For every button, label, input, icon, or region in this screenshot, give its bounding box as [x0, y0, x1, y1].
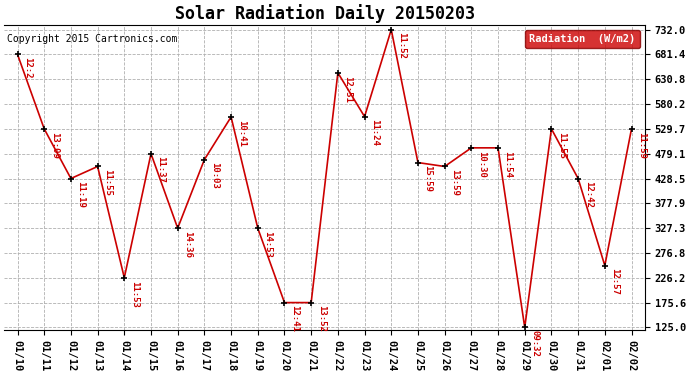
Text: 13:52: 13:52 [317, 305, 326, 332]
Text: 12:57: 12:57 [611, 268, 620, 295]
Text: 15:59: 15:59 [424, 165, 433, 192]
Text: 11:53: 11:53 [130, 280, 139, 308]
Text: 13:59: 13:59 [450, 169, 460, 196]
Text: 11:54: 11:54 [504, 151, 513, 177]
Text: 11:59: 11:59 [637, 132, 646, 159]
Text: 11:55: 11:55 [557, 132, 566, 159]
Text: 11:55: 11:55 [104, 169, 112, 196]
Text: 10:30: 10:30 [477, 151, 486, 177]
Text: 10:03: 10:03 [210, 162, 219, 189]
Text: 14:36: 14:36 [184, 231, 193, 258]
Text: 10:41: 10:41 [237, 120, 246, 147]
Text: 12:51: 12:51 [344, 76, 353, 102]
Text: 11:52: 11:52 [397, 32, 406, 59]
Text: 13:09: 13:09 [50, 132, 59, 159]
Text: 11:37: 11:37 [157, 156, 166, 183]
Text: 11:24: 11:24 [370, 119, 379, 146]
Text: 12:41: 12:41 [290, 305, 299, 332]
Text: 09:32: 09:32 [531, 330, 540, 357]
Title: Solar Radiation Daily 20150203: Solar Radiation Daily 20150203 [175, 4, 475, 23]
Text: 12:2: 12:2 [23, 57, 32, 79]
Legend: Radiation  (W/m2): Radiation (W/m2) [525, 30, 640, 48]
Text: Copyright 2015 Cartronics.com: Copyright 2015 Cartronics.com [8, 34, 178, 44]
Text: 14:53: 14:53 [264, 231, 273, 258]
Text: 11:19: 11:19 [77, 181, 86, 208]
Text: 12:42: 12:42 [584, 181, 593, 208]
